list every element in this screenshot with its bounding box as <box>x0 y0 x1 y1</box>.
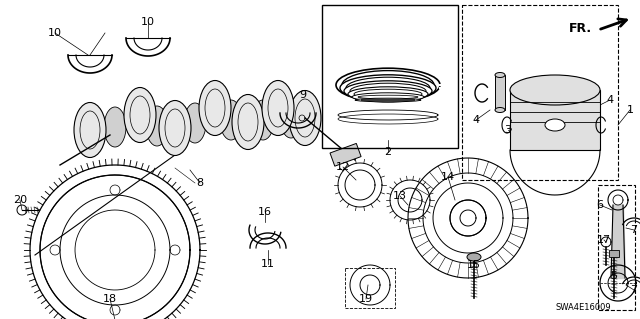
Ellipse shape <box>467 253 481 261</box>
Text: 15: 15 <box>467 260 481 270</box>
Ellipse shape <box>344 81 432 101</box>
Ellipse shape <box>346 77 430 99</box>
Bar <box>609 250 619 257</box>
Text: 10: 10 <box>141 17 155 27</box>
Text: 18: 18 <box>103 294 117 304</box>
Ellipse shape <box>342 70 434 100</box>
Ellipse shape <box>252 100 274 140</box>
Text: SWA4E16009: SWA4E16009 <box>555 303 611 313</box>
Ellipse shape <box>510 75 600 105</box>
Ellipse shape <box>280 98 302 138</box>
Ellipse shape <box>220 100 242 140</box>
Ellipse shape <box>336 68 440 102</box>
Ellipse shape <box>358 95 418 99</box>
Ellipse shape <box>159 100 191 155</box>
Ellipse shape <box>350 83 426 99</box>
Ellipse shape <box>74 102 106 158</box>
Ellipse shape <box>352 93 424 101</box>
Text: 10: 10 <box>48 28 62 38</box>
Ellipse shape <box>354 89 422 99</box>
Ellipse shape <box>355 98 421 102</box>
Ellipse shape <box>104 107 126 147</box>
Ellipse shape <box>289 91 321 145</box>
Text: 4: 4 <box>607 95 614 105</box>
Text: 14: 14 <box>441 172 455 182</box>
Ellipse shape <box>184 103 206 143</box>
Text: 6: 6 <box>596 200 604 210</box>
Text: 8: 8 <box>196 178 204 188</box>
Text: 19: 19 <box>359 294 373 304</box>
Text: 9: 9 <box>300 90 307 100</box>
Ellipse shape <box>545 119 565 131</box>
Ellipse shape <box>199 80 231 136</box>
Text: 7: 7 <box>630 285 637 295</box>
Text: 12: 12 <box>336 162 350 172</box>
Ellipse shape <box>262 80 294 136</box>
Text: 1: 1 <box>627 105 634 115</box>
Ellipse shape <box>495 108 505 113</box>
Text: 13: 13 <box>393 191 407 201</box>
Text: FR.: FR. <box>569 21 592 34</box>
Text: 2: 2 <box>385 147 392 157</box>
Ellipse shape <box>232 94 264 150</box>
Text: 16: 16 <box>258 207 272 217</box>
Text: 17: 17 <box>597 235 611 245</box>
Ellipse shape <box>124 87 156 143</box>
Text: 3: 3 <box>504 125 511 135</box>
Bar <box>510 90 600 150</box>
Text: 4: 4 <box>472 115 479 125</box>
Ellipse shape <box>348 87 428 101</box>
Ellipse shape <box>146 106 168 146</box>
Text: 7: 7 <box>630 225 637 235</box>
Bar <box>330 144 361 166</box>
Ellipse shape <box>495 72 505 78</box>
Ellipse shape <box>340 75 436 101</box>
Text: 20: 20 <box>13 195 27 205</box>
Bar <box>495 75 505 110</box>
Text: 11: 11 <box>261 259 275 269</box>
Text: 5: 5 <box>611 271 618 281</box>
